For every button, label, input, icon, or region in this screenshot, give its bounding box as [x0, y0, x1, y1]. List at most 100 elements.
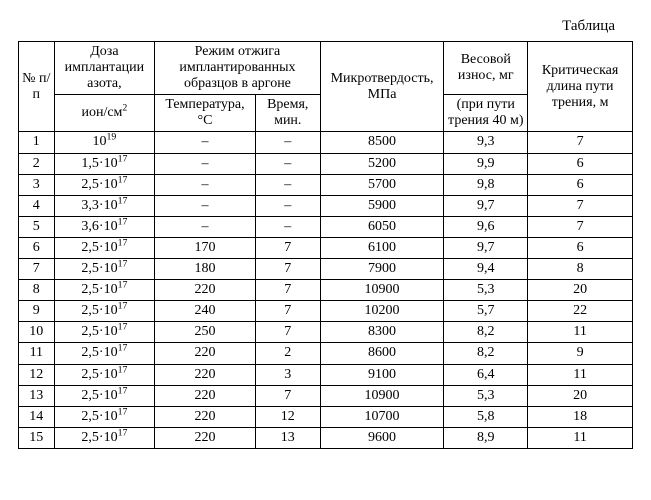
cell-dose: 2,5·1017: [54, 385, 155, 406]
cell-wear: 9,7: [444, 237, 528, 258]
table-row: 62,5·1017170761009,76: [19, 237, 633, 258]
cell-number: 15: [19, 427, 55, 448]
cell-number: 1: [19, 132, 55, 153]
cell-hardness: 8300: [320, 322, 444, 343]
dose-exponent: 17: [118, 195, 128, 206]
cell-wear: 9,8: [444, 174, 528, 195]
table-row: 152,5·10172201396008,911: [19, 427, 633, 448]
table-row: 132,5·10172207109005,320: [19, 385, 633, 406]
cell-dose: 3,3·1017: [54, 195, 155, 216]
cell-number: 10: [19, 322, 55, 343]
dose-unit-prefix: ион/см: [81, 105, 122, 120]
cell-hardness: 10900: [320, 280, 444, 301]
cell-hardness: 5900: [320, 195, 444, 216]
cell-hardness: 7900: [320, 259, 444, 280]
cell-dose: 2,5·1017: [54, 174, 155, 195]
cell-number: 14: [19, 406, 55, 427]
cell-time: 2: [255, 343, 320, 364]
cell-wear: 9,9: [444, 153, 528, 174]
cell-temperature: 220: [155, 343, 256, 364]
cell-temperature: –: [155, 195, 256, 216]
cell-number: 12: [19, 364, 55, 385]
cell-number: 3: [19, 174, 55, 195]
cell-critical: 6: [528, 174, 633, 195]
cell-wear: 5,3: [444, 280, 528, 301]
dose-base: 1,5·10: [81, 156, 117, 171]
col-header-dose-top: Доза имплантации азота,: [54, 42, 155, 95]
dose-base: 2,5·10: [81, 345, 117, 360]
cell-time: –: [255, 132, 320, 153]
dose-exponent: 17: [118, 301, 128, 312]
dose-exponent: 17: [118, 406, 128, 417]
cell-hardness: 10200: [320, 301, 444, 322]
cell-number: 5: [19, 216, 55, 237]
dose-exponent: 17: [118, 153, 128, 164]
cell-hardness: 9600: [320, 427, 444, 448]
dose-base: 2,5·10: [81, 409, 117, 424]
cell-dose: 2,5·1017: [54, 280, 155, 301]
cell-temperature: 240: [155, 301, 256, 322]
cell-time: 7: [255, 301, 320, 322]
cell-critical: 6: [528, 153, 633, 174]
cell-temperature: 170: [155, 237, 256, 258]
dose-base: 3,3·10: [81, 198, 117, 213]
table-row: 21,5·1017––52009,96: [19, 153, 633, 174]
cell-wear: 9,6: [444, 216, 528, 237]
cell-critical: 18: [528, 406, 633, 427]
cell-critical: 11: [528, 427, 633, 448]
dose-base: 2,5·10: [81, 324, 117, 339]
dose-exponent: 17: [118, 216, 128, 227]
col-header-wear-top: Весовой износ, мг: [444, 42, 528, 95]
cell-time: 7: [255, 322, 320, 343]
cell-dose: 2,5·1017: [54, 301, 155, 322]
cell-temperature: 220: [155, 427, 256, 448]
cell-hardness: 5200: [320, 153, 444, 174]
dose-base: 2,5·10: [81, 240, 117, 255]
cell-hardness: 5700: [320, 174, 444, 195]
cell-critical: 7: [528, 195, 633, 216]
dose-base: 2,5·10: [81, 261, 117, 276]
cell-hardness: 6100: [320, 237, 444, 258]
dose-unit-exp: 2: [122, 103, 127, 114]
cell-dose: 2,5·1017: [54, 427, 155, 448]
cell-hardness: 10700: [320, 406, 444, 427]
cell-critical: 22: [528, 301, 633, 322]
table-row: 122,5·1017220391006,411: [19, 364, 633, 385]
dose-exponent: 17: [118, 174, 128, 185]
cell-time: –: [255, 195, 320, 216]
dose-base: 2,5·10: [81, 282, 117, 297]
dose-base: 3,6·10: [81, 219, 117, 234]
cell-wear: 9,7: [444, 195, 528, 216]
cell-temperature: –: [155, 132, 256, 153]
cell-dose: 2,5·1017: [54, 343, 155, 364]
cell-wear: 5,8: [444, 406, 528, 427]
cell-dose: 2,5·1017: [54, 237, 155, 258]
dose-base: 2,5·10: [81, 430, 117, 445]
cell-critical: 9: [528, 343, 633, 364]
dose-exponent: 17: [118, 237, 128, 248]
cell-time: –: [255, 216, 320, 237]
dose-exponent: 17: [118, 427, 128, 438]
cell-dose: 2,5·1017: [54, 406, 155, 427]
col-header-number: № п/п: [19, 42, 55, 132]
dose-exponent: 17: [118, 385, 128, 396]
table-row: 102,5·1017250783008,211: [19, 322, 633, 343]
cell-dose: 1019: [54, 132, 155, 153]
dose-base: 2,5·10: [81, 177, 117, 192]
cell-temperature: 220: [155, 364, 256, 385]
cell-number: 9: [19, 301, 55, 322]
cell-number: 11: [19, 343, 55, 364]
cell-critical: 11: [528, 322, 633, 343]
col-header-temperature: Температура, °C: [155, 95, 256, 132]
cell-number: 13: [19, 385, 55, 406]
cell-dose: 3,6·1017: [54, 216, 155, 237]
cell-time: 3: [255, 364, 320, 385]
cell-temperature: –: [155, 216, 256, 237]
cell-time: 7: [255, 385, 320, 406]
cell-time: 7: [255, 259, 320, 280]
cell-critical: 6: [528, 237, 633, 258]
dose-exponent: 17: [118, 258, 128, 269]
cell-dose: 1,5·1017: [54, 153, 155, 174]
col-header-wear-bottom: (при пути трения 40 м): [444, 95, 528, 132]
dose-exponent: 17: [118, 322, 128, 333]
